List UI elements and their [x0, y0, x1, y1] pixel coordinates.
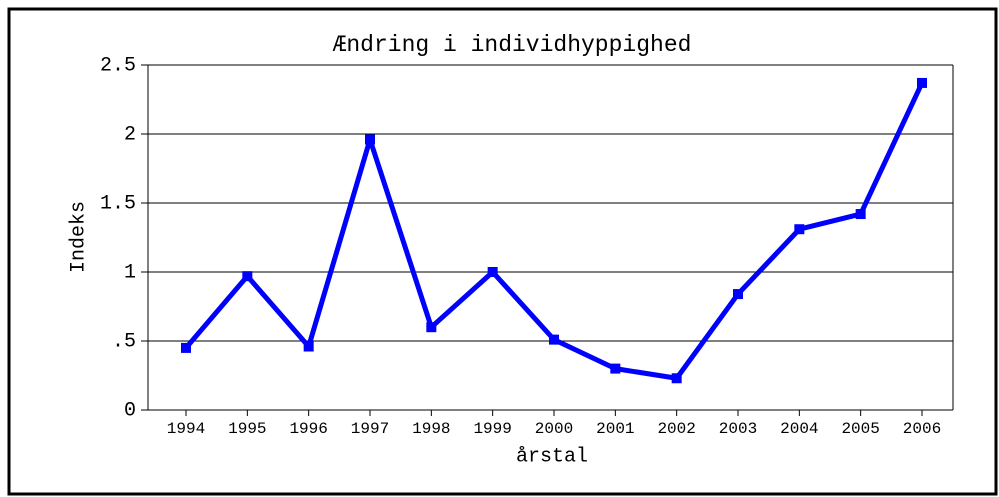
x-tick-label: 2001 — [596, 420, 634, 438]
point-marker — [365, 134, 375, 145]
x-tick-label: 1994 — [167, 420, 205, 438]
point-marker — [794, 224, 805, 235]
x-tick-label: 2005 — [841, 420, 879, 438]
frame — [7, 7, 998, 496]
x-tick-label: 2004 — [780, 420, 818, 438]
y-tick-label: 1 — [124, 261, 136, 284]
y-tick-label: 0 — [124, 399, 136, 422]
point-marker — [487, 267, 498, 277]
chart-title: Ændring i individhyppighed — [333, 32, 692, 58]
point-marker — [181, 342, 191, 353]
y-tick-label: 2 — [124, 123, 136, 146]
y-tick-label: 2.5 — [100, 54, 136, 77]
point-marker — [671, 373, 682, 384]
x-tick-label: 1997 — [351, 420, 389, 438]
x-tick-label: 1999 — [473, 420, 511, 438]
x-tick-label: 1998 — [412, 420, 450, 438]
x-tick-label: 2006 — [903, 420, 941, 438]
point-marker — [917, 77, 927, 88]
point-marker — [426, 322, 437, 333]
x-tick-label: 2000 — [535, 420, 573, 438]
point-marker — [733, 289, 743, 300]
x-tick-label: 2003 — [719, 420, 757, 438]
y-axis-label: Indeks — [67, 201, 90, 273]
x-tick-label: 2002 — [657, 420, 695, 438]
point-marker — [242, 271, 253, 282]
point-marker — [610, 363, 621, 374]
y-tick-label: 1.5 — [100, 192, 136, 215]
x-tick-label: 1995 — [228, 420, 266, 438]
point-marker — [549, 334, 559, 345]
point-marker — [855, 209, 866, 220]
y-tick-label: .5 — [112, 330, 136, 353]
point-marker — [303, 341, 314, 352]
x-axis-label: årstal — [516, 445, 588, 468]
x-tick-label: 1996 — [289, 420, 327, 438]
